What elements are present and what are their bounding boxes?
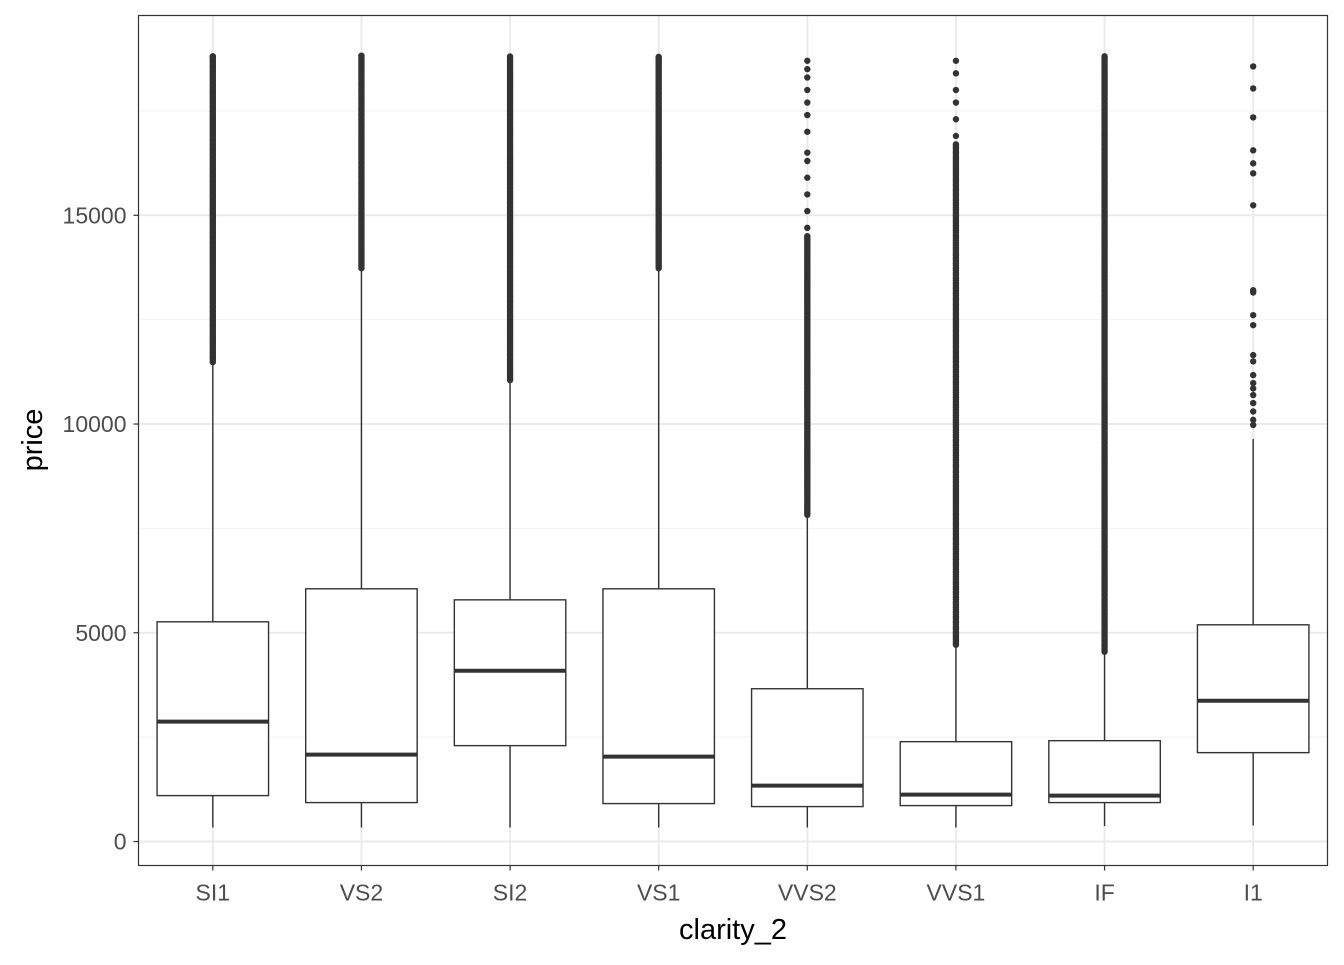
outlier-point: [1101, 53, 1108, 60]
iqr-box: [750, 688, 864, 808]
x-tick-label-SI1: SI1: [196, 880, 231, 906]
outlier-point: [804, 86, 811, 94]
outlier-point: [358, 52, 365, 59]
axes: 0 5000 10000 15000 SI1 VS2 SI2 VS1 VVS2 VVS1 IF I1: [63, 202, 1263, 905]
outlier-point: [1249, 170, 1257, 177]
outlier-point: [1249, 321, 1257, 329]
panel-border: [137, 14, 1329, 867]
box-IF: [1048, 53, 1161, 827]
outlier-point: [1249, 287, 1257, 294]
y-tick-label: 5000: [75, 620, 126, 646]
outlier-point: [804, 157, 811, 165]
outlier-point: [1249, 385, 1257, 392]
outlier-point: [804, 99, 811, 106]
outlier-point: [804, 191, 811, 198]
x-tick-label-SI2: SI2: [493, 880, 528, 906]
x-tick-label-VS2: VS2: [340, 880, 383, 906]
outlier-point: [1249, 358, 1257, 365]
outlier-point: [952, 70, 960, 77]
outlier-point: [1249, 63, 1257, 70]
outlier-point: [952, 99, 960, 106]
outlier-point: [804, 74, 811, 81]
outlier-point: [952, 116, 960, 123]
outlier-point: [209, 53, 217, 60]
x-tick-label-VVS2: VVS2: [778, 880, 837, 906]
outlier-point: [1249, 147, 1257, 154]
outlier-point: [952, 132, 960, 140]
box-SI2: [453, 53, 567, 828]
y-tick-label: 0: [114, 829, 127, 855]
iqr-box: [453, 599, 567, 747]
outlier-point: [1249, 202, 1257, 209]
y-tick-label: 10000: [63, 411, 127, 437]
iqr-box: [602, 588, 716, 805]
outlier-point: [952, 57, 960, 64]
box-VS1: [602, 53, 716, 828]
outlier-point: [1249, 160, 1257, 167]
x-tick-label-IF: IF: [1094, 880, 1114, 906]
outlier-point: [1249, 85, 1257, 92]
outlier-point: [1249, 421, 1257, 429]
outlier-point: [804, 232, 811, 240]
box-VVS1: [899, 57, 1013, 828]
outlier-point: [1249, 311, 1257, 319]
outlier-point: [1249, 416, 1257, 424]
outlier-point: [1249, 379, 1257, 387]
outlier-point: [804, 224, 811, 232]
outlier-point: [655, 53, 662, 61]
box-SI1: [156, 53, 270, 828]
box-VS2: [305, 52, 418, 828]
outlier-point: [804, 111, 811, 119]
x-tick-label-VS1: VS1: [637, 880, 680, 906]
outlier-point: [804, 65, 811, 73]
outlier-point: [1249, 371, 1257, 379]
outlier-point: [952, 141, 960, 148]
x-tick-label-VVS1: VVS1: [927, 880, 986, 906]
outlier-point: [804, 174, 811, 181]
x-tick-label-I1: I1: [1244, 880, 1263, 906]
outlier-point: [952, 86, 960, 94]
iqr-box: [305, 588, 418, 804]
y-tick-label: 15000: [63, 202, 127, 228]
x-axis-title: clarity_2: [679, 914, 787, 946]
iqr-box: [1048, 739, 1161, 804]
outlier-point: [1249, 391, 1257, 399]
outlier-point: [804, 57, 811, 64]
outlier-point: [804, 207, 811, 215]
outlier-point: [506, 53, 514, 60]
outlier-point: [804, 149, 811, 156]
boxes: [156, 52, 1310, 828]
outlier-point: [1249, 408, 1257, 415]
outlier-point: [1249, 114, 1257, 121]
box-VVS2: [750, 57, 864, 828]
box-I1: [1196, 63, 1310, 826]
y-axis-title: price: [17, 409, 49, 472]
outlier-point: [804, 128, 811, 135]
outlier-point: [1249, 351, 1257, 359]
iqr-box: [1196, 624, 1310, 754]
iqr-box: [156, 621, 270, 797]
outlier-point: [1249, 399, 1257, 407]
